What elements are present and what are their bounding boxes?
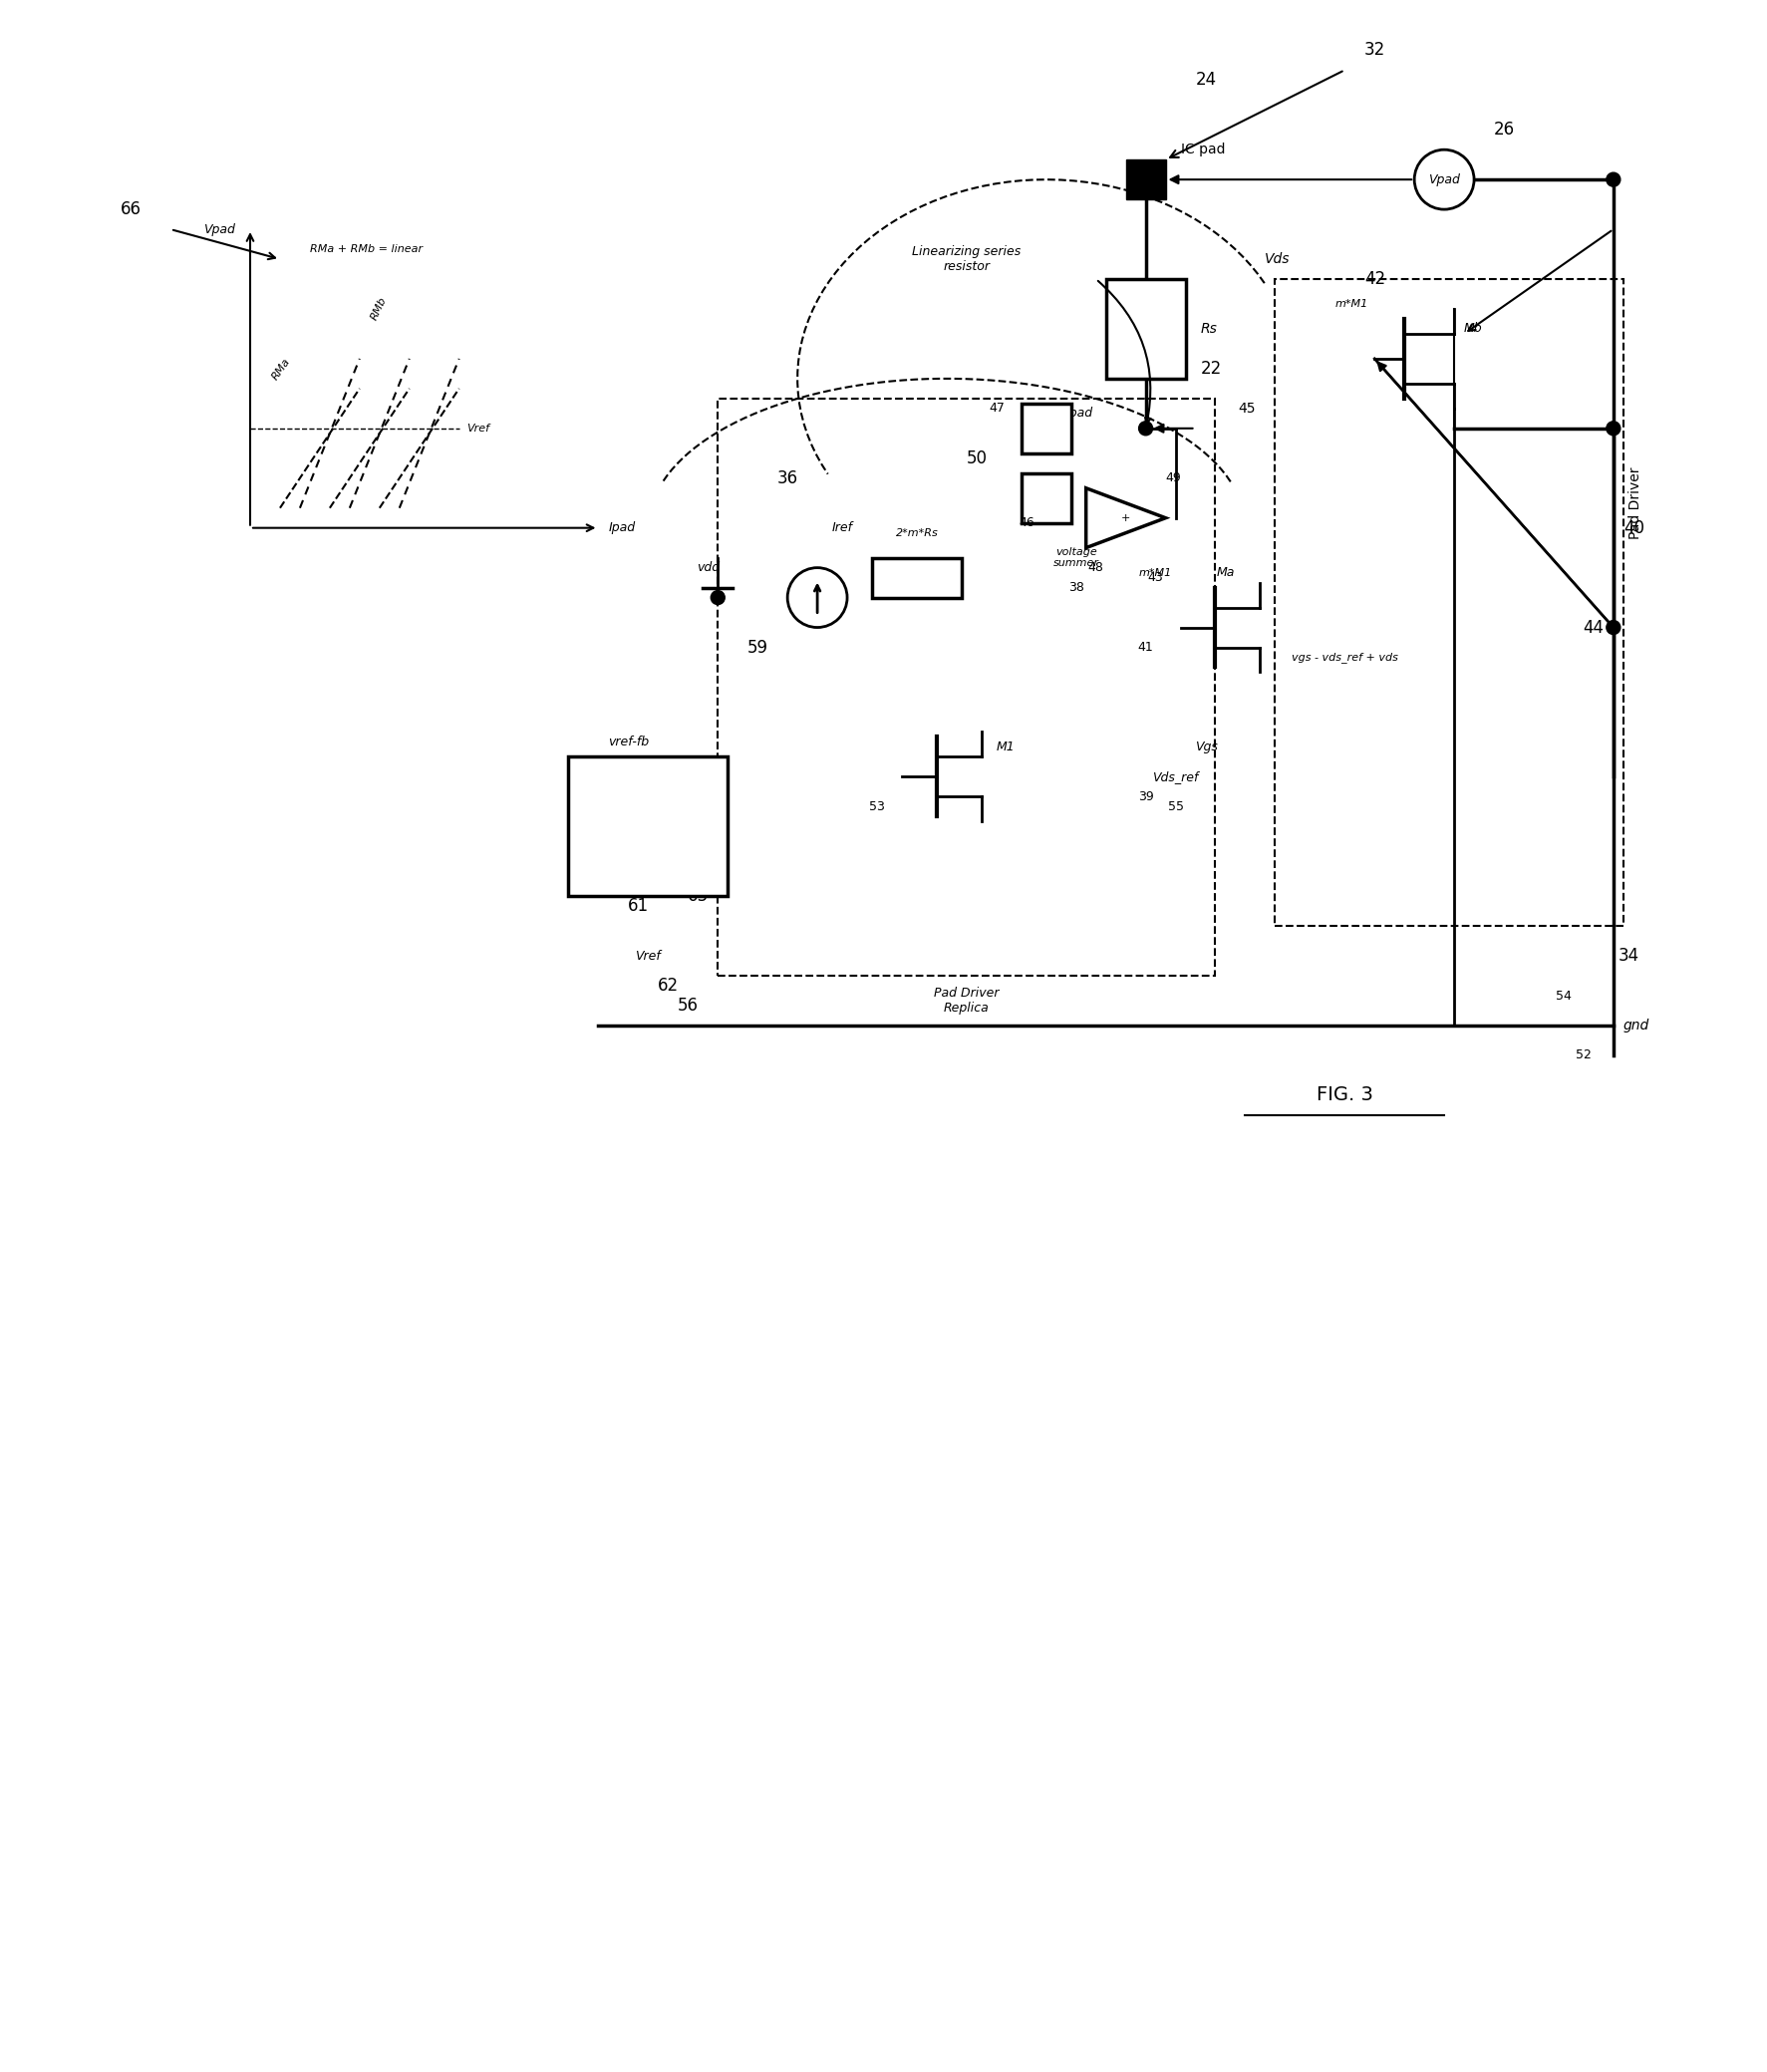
Text: Ipad: Ipad <box>608 522 636 535</box>
Text: Vds: Vds <box>1265 253 1290 265</box>
Text: 36: 36 <box>777 468 799 487</box>
Text: 34: 34 <box>1619 947 1638 966</box>
Text: 22: 22 <box>1200 361 1221 377</box>
Text: Rs: Rs <box>1200 321 1217 336</box>
Text: 2*m*Rs: 2*m*Rs <box>896 528 938 539</box>
Text: m*M1: m*M1 <box>1334 298 1368 309</box>
Text: 47: 47 <box>988 402 1004 414</box>
Text: 53: 53 <box>869 800 885 812</box>
Bar <box>873 557 961 597</box>
Text: 55: 55 <box>1168 800 1184 812</box>
Circle shape <box>1414 149 1474 209</box>
Text: 43: 43 <box>1149 572 1163 584</box>
Text: M1: M1 <box>997 740 1014 754</box>
Text: Iref: Iref <box>832 522 853 535</box>
Text: -: - <box>606 839 611 854</box>
Text: 52: 52 <box>1576 1048 1592 1061</box>
Bar <box>1126 160 1166 199</box>
Text: 66: 66 <box>120 201 141 218</box>
Bar <box>569 756 728 897</box>
Text: 32: 32 <box>1364 41 1385 60</box>
Bar <box>1276 280 1624 926</box>
Text: 59: 59 <box>747 638 769 657</box>
Text: Vds_ref: Vds_ref <box>1152 771 1198 783</box>
Text: RMa + RMb = linear: RMa + RMb = linear <box>309 244 422 255</box>
Text: (inverting): (inverting) <box>638 833 682 843</box>
Text: IC pad: IC pad <box>1180 143 1225 157</box>
Text: 41: 41 <box>1138 640 1154 655</box>
Text: 49: 49 <box>1166 472 1182 485</box>
Text: 61: 61 <box>627 897 648 916</box>
Text: Vpad: Vpad <box>203 224 235 236</box>
Text: 42: 42 <box>1364 269 1385 288</box>
Text: 24: 24 <box>1196 70 1216 89</box>
Text: 26: 26 <box>1493 120 1514 139</box>
Text: Ma: Ma <box>1216 566 1235 580</box>
Text: RMa: RMa <box>270 356 292 381</box>
Text: AMPLIFIER: AMPLIFIER <box>626 814 670 823</box>
Text: Vref: Vref <box>466 423 489 433</box>
Circle shape <box>1606 620 1620 634</box>
Circle shape <box>1138 421 1152 435</box>
Text: Vgs: Vgs <box>1196 740 1217 754</box>
Text: +: + <box>604 802 613 812</box>
Bar <box>717 398 1216 976</box>
Text: Pad Driver: Pad Driver <box>1629 466 1642 539</box>
Circle shape <box>710 591 724 605</box>
Text: 56: 56 <box>677 997 698 1015</box>
Text: Ipad: Ipad <box>1066 406 1094 421</box>
Bar <box>1021 472 1071 522</box>
Text: 48: 48 <box>1088 562 1104 574</box>
Text: FIG. 3: FIG. 3 <box>1316 1086 1373 1104</box>
Text: RMb: RMb <box>369 296 389 321</box>
Bar <box>1021 404 1071 454</box>
Text: vref-fb: vref-fb <box>608 736 648 748</box>
Text: AMPLIFIER: AMPLIFIER <box>638 810 682 818</box>
Text: voltage
summer: voltage summer <box>1053 547 1099 568</box>
Text: 38: 38 <box>1067 580 1083 595</box>
Text: (inverting): (inverting) <box>626 831 670 839</box>
Text: gnd: gnd <box>1624 1019 1649 1032</box>
Text: 50: 50 <box>967 450 988 466</box>
Bar <box>1106 280 1186 379</box>
Text: vdd: vdd <box>696 562 719 574</box>
Text: m*M1: m*M1 <box>1140 568 1172 578</box>
Text: 46: 46 <box>1018 516 1034 530</box>
Text: 39: 39 <box>1138 789 1154 804</box>
Text: vgs - vds_ref + vds: vgs - vds_ref + vds <box>1292 653 1398 663</box>
Text: 63: 63 <box>687 887 709 905</box>
Text: Pad Driver
Replica: Pad Driver Replica <box>935 986 998 1015</box>
Text: 62: 62 <box>657 976 679 995</box>
Circle shape <box>1606 421 1620 435</box>
Text: 45: 45 <box>1237 402 1255 416</box>
Text: Mb: Mb <box>1465 323 1483 336</box>
Text: 44: 44 <box>1583 617 1603 636</box>
Circle shape <box>1606 172 1620 186</box>
Text: Vpad: Vpad <box>1428 174 1460 186</box>
Text: 54: 54 <box>1555 988 1571 1003</box>
Text: 40: 40 <box>1624 518 1645 537</box>
Circle shape <box>788 568 846 628</box>
Text: Vref: Vref <box>636 949 661 961</box>
Text: Linearizing series
resistor: Linearizing series resistor <box>912 244 1021 274</box>
Text: +: + <box>1120 514 1131 522</box>
